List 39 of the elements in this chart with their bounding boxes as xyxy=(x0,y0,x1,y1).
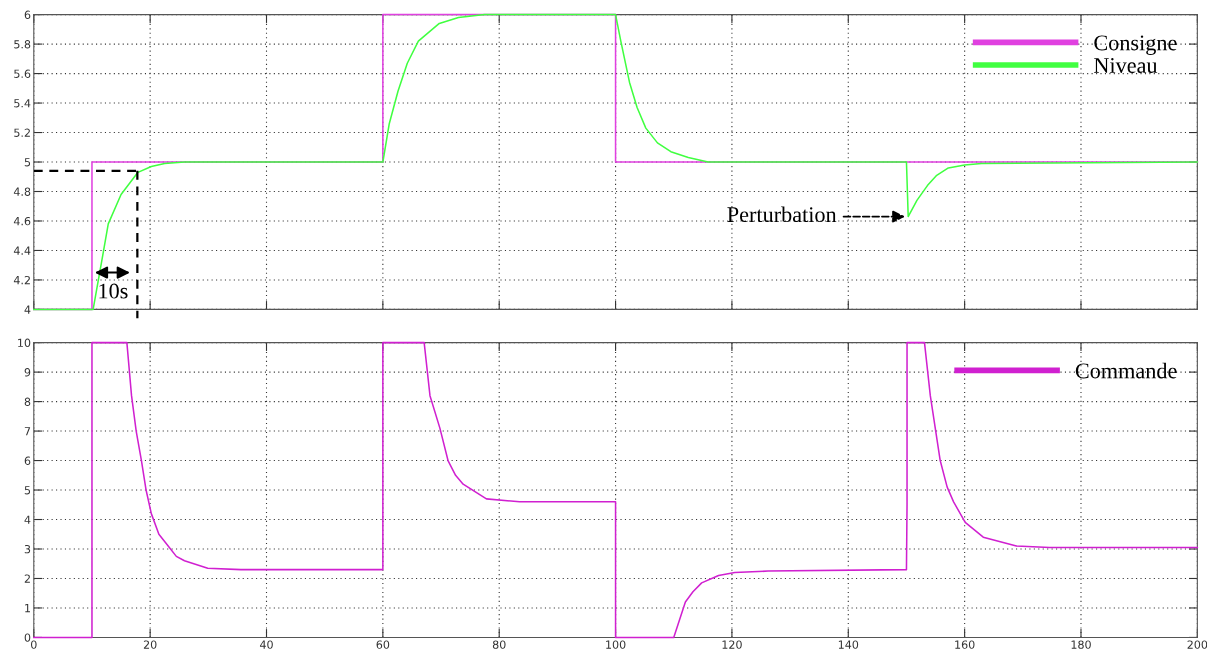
y-tick-label: 10 xyxy=(18,338,31,347)
y-tick-label: 1 xyxy=(25,604,30,613)
y-tick-label: 3 xyxy=(24,544,31,554)
y-tick-label: 8 xyxy=(24,397,31,406)
x-tick-label: 140 xyxy=(838,640,859,649)
x-tick-label: 160 xyxy=(955,640,975,649)
y-tick-label: 4.8 xyxy=(13,187,31,196)
x-tick-label: 40 xyxy=(259,640,273,649)
y-tick-label: 0 xyxy=(24,633,31,642)
legend-label: Commande xyxy=(1075,362,1177,379)
y-tick-label: 9 xyxy=(24,368,31,377)
y-tick-label: 5.4 xyxy=(14,99,31,108)
x-tick-label: 20 xyxy=(143,640,157,649)
y-tick-label: 4.4 xyxy=(13,246,31,255)
x-tick-label: 60 xyxy=(376,640,390,649)
y-tick-label: 4 xyxy=(24,305,31,314)
x-tick-label: 80 xyxy=(492,640,506,649)
y-tick-label: 5.6 xyxy=(14,69,31,78)
y-tick-label: 7 xyxy=(24,427,31,436)
y-tick-label: 4 xyxy=(24,515,31,524)
y-tick-label: 6 xyxy=(24,456,31,465)
annotation: Perturbation xyxy=(727,206,837,223)
y-tick-label: 6 xyxy=(24,10,31,19)
y-tick-label: 5 xyxy=(24,158,31,167)
y-tick-label: 5.8 xyxy=(14,40,31,49)
y-tick-label: 5 xyxy=(24,486,31,495)
y-tick-label: 4.6 xyxy=(13,216,31,226)
y-tick-label: 2 xyxy=(24,574,30,583)
x-tick-label: 200 xyxy=(1187,640,1207,649)
y-tick-label: 4.2 xyxy=(13,275,30,285)
line-series xyxy=(33,341,1199,639)
y-tick-label: 5.2 xyxy=(14,128,30,137)
x-tick-label: 120 xyxy=(722,640,742,649)
x-tick-label: 0 xyxy=(30,640,37,649)
annotation: 10s xyxy=(99,283,128,299)
legend-label: Niveau xyxy=(1094,58,1158,73)
x-tick-label: 180 xyxy=(1071,640,1091,649)
legend-label: Consigne xyxy=(1094,35,1177,55)
x-tick-label: 100 xyxy=(606,640,626,649)
